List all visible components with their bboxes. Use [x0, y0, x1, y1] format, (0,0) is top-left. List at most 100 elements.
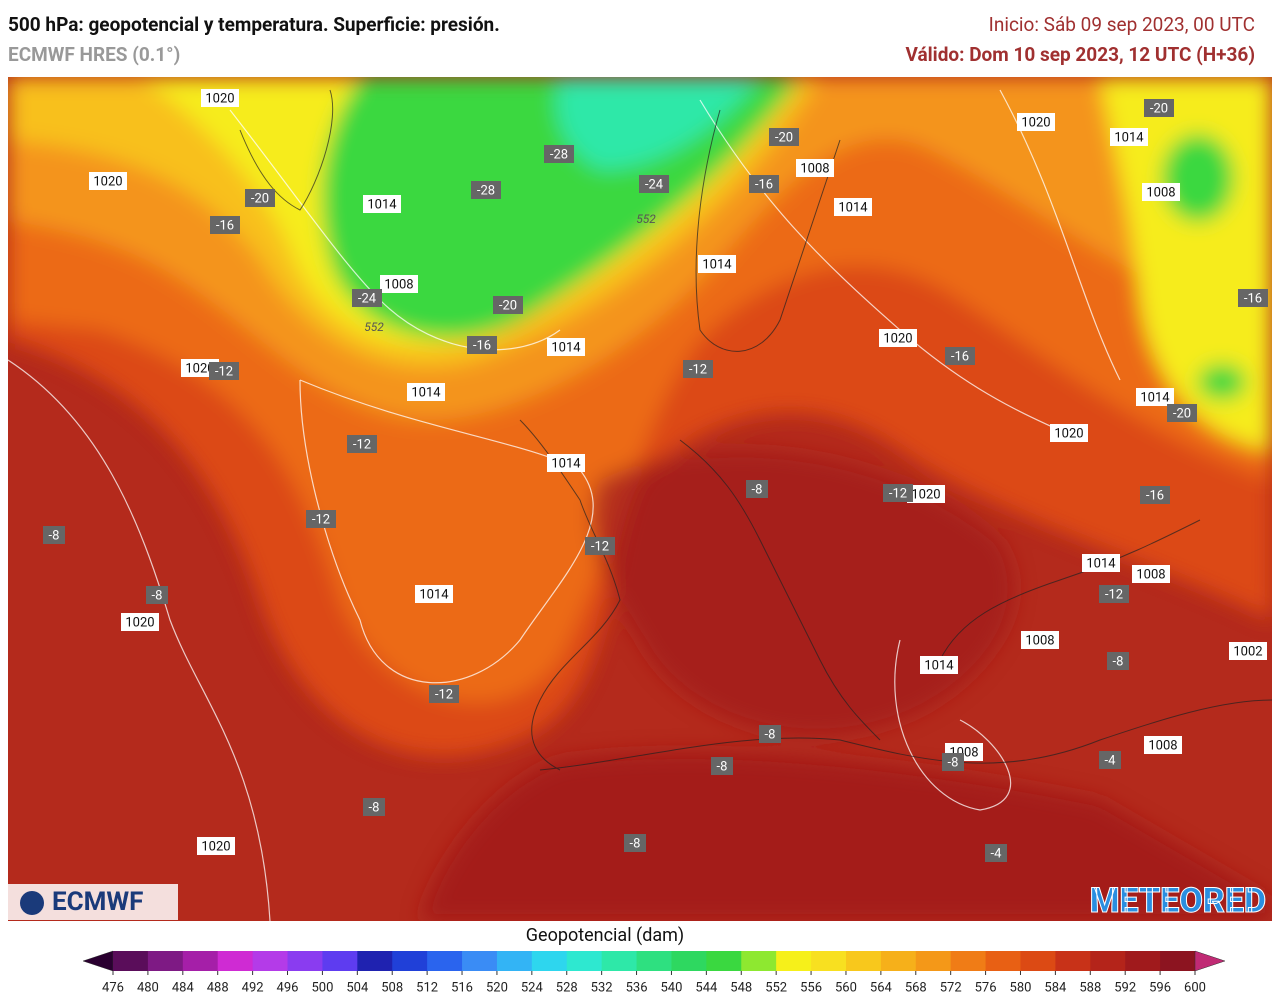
colorbar-cell [636, 951, 672, 971]
pressure-label-box [920, 656, 958, 674]
colorbar-tick-label: 576 [975, 980, 997, 995]
temperature-label-box [43, 526, 65, 544]
pressure-label-box [89, 172, 127, 190]
pressure-label: 1014 [411, 385, 441, 400]
temperature-label: -8 [948, 755, 959, 770]
pressure-label: 1014 [838, 200, 868, 215]
colorbar-cell [950, 951, 987, 971]
pressure-label-box [1136, 388, 1174, 406]
temperature-label-box [1144, 99, 1174, 117]
colorbar-cell [845, 951, 882, 971]
model: ECMWF HRES (0.1°) [8, 43, 180, 66]
colorbar-tick-label: 572 [940, 980, 962, 995]
contour-label: 552 [636, 212, 656, 226]
pressure-label: 1014 [551, 340, 581, 355]
temperature-label: -16 [1244, 291, 1262, 306]
pressure-label-box [698, 255, 736, 273]
contour-label: 552 [364, 320, 384, 334]
temperature-label-box [1099, 585, 1129, 603]
temperature-label: -8 [49, 528, 60, 543]
temperature-label: -8 [152, 588, 163, 603]
temperature-label-box [883, 484, 913, 502]
temperature-label: -8 [630, 836, 641, 851]
temperature-label-box [352, 289, 382, 307]
temperature-label-box [749, 175, 779, 193]
colorbar-tick-label: 596 [1149, 980, 1171, 995]
logo-icon [20, 891, 44, 915]
pressure-label: 1020 [883, 331, 912, 346]
logo-ecmwf: ECMWF [52, 887, 143, 917]
temperature-label-box [1238, 289, 1268, 307]
temperature-label: -4 [991, 846, 1003, 861]
colorbar-tick-label: 528 [556, 980, 578, 995]
pressure-label-box [1144, 736, 1182, 754]
colorbar-cell [811, 951, 847, 971]
pressure-label-box [380, 275, 418, 293]
temperature-label-box [493, 296, 523, 314]
temperature-label-box [544, 145, 574, 163]
colorbar-cell [1125, 951, 1161, 971]
colorbar-cell [915, 951, 952, 971]
colorbar-cell [427, 951, 463, 971]
pressure-label-box [1021, 631, 1059, 649]
pressure-label: 1008 [1148, 738, 1177, 753]
pressure-label: 1020 [205, 91, 234, 106]
colorbar: 476 480 484 488 492 496 500 504 508 512 516 520 524 5… [82, 950, 1226, 995]
temperature-label: -4 [1105, 753, 1117, 768]
colorbar-cell [1055, 951, 1091, 971]
temperature-label-box [306, 510, 336, 528]
pressure-label: 1020 [201, 839, 230, 854]
temperature-label: -16 [216, 218, 234, 233]
temperature-label: -12 [435, 687, 453, 702]
pressure-label-box [1050, 424, 1088, 442]
temperature-label: -20 [1173, 406, 1191, 421]
temperature-label-box [1167, 404, 1197, 422]
colorbar-tick-label: 512 [416, 980, 438, 995]
pressure-label: 1008 [384, 277, 413, 292]
colorbar-tick-label: 492 [242, 980, 264, 995]
temperature-label-box [985, 844, 1007, 862]
colorbar-cell [1160, 951, 1196, 971]
pressure-label: 1014 [367, 197, 397, 212]
colorbar-tick-label: 556 [800, 980, 822, 995]
colorbar-tick-label: 516 [451, 980, 473, 995]
title: 500 hPa: geopotencial y temperatura. Sup… [8, 13, 500, 36]
colorbar-cell [671, 951, 707, 971]
temperature-label: -16 [755, 177, 773, 192]
colorbar-cell [496, 951, 533, 971]
temperature-label-box [146, 586, 168, 604]
temperature-label: -16 [473, 338, 491, 353]
pressure-label-box [1229, 642, 1267, 660]
temperature-label-box [245, 189, 275, 207]
pressure-label-box [1132, 565, 1170, 583]
temperature-label-box [769, 128, 799, 146]
colorbar-cell [462, 951, 498, 971]
colorbar-tick-label: 488 [207, 980, 229, 995]
temperature-label: -28 [477, 183, 495, 198]
pressure-label: 1008 [1146, 185, 1175, 200]
colorbar-cell [741, 951, 777, 971]
colorbar-cell [985, 951, 1021, 971]
colorbar-cell [252, 951, 289, 971]
pressure-label-box [363, 195, 401, 213]
colorbar-tick-label: 600 [1184, 980, 1206, 995]
colorbar-cell [392, 951, 428, 971]
colorbar-tick-label: 484 [172, 980, 195, 995]
pressure-label-box [907, 485, 945, 503]
pressure-label: 1014 [924, 658, 954, 673]
temperature-label: -20 [1150, 101, 1168, 116]
pressure-label-box [201, 89, 239, 107]
pressure-label: 1020 [93, 174, 122, 189]
colorbar-cell [601, 951, 638, 971]
temperature-label-box [945, 347, 975, 365]
colorbar-cell [531, 951, 568, 971]
pressure-label: 1020 [1054, 426, 1083, 441]
temperature-label: -8 [752, 482, 763, 497]
colorbar-tick-label: 560 [835, 980, 857, 995]
temperature-label: -12 [689, 362, 707, 377]
pressure-label: 1020 [185, 361, 214, 376]
temperature-label: -12 [215, 364, 233, 379]
map-labels: 1020 1020 1014 1008 1014 1014 1014 1014 1008 1014… [43, 89, 1268, 862]
pressure-label: 1014 [702, 257, 732, 272]
colorbar-extend-high [1194, 950, 1226, 972]
